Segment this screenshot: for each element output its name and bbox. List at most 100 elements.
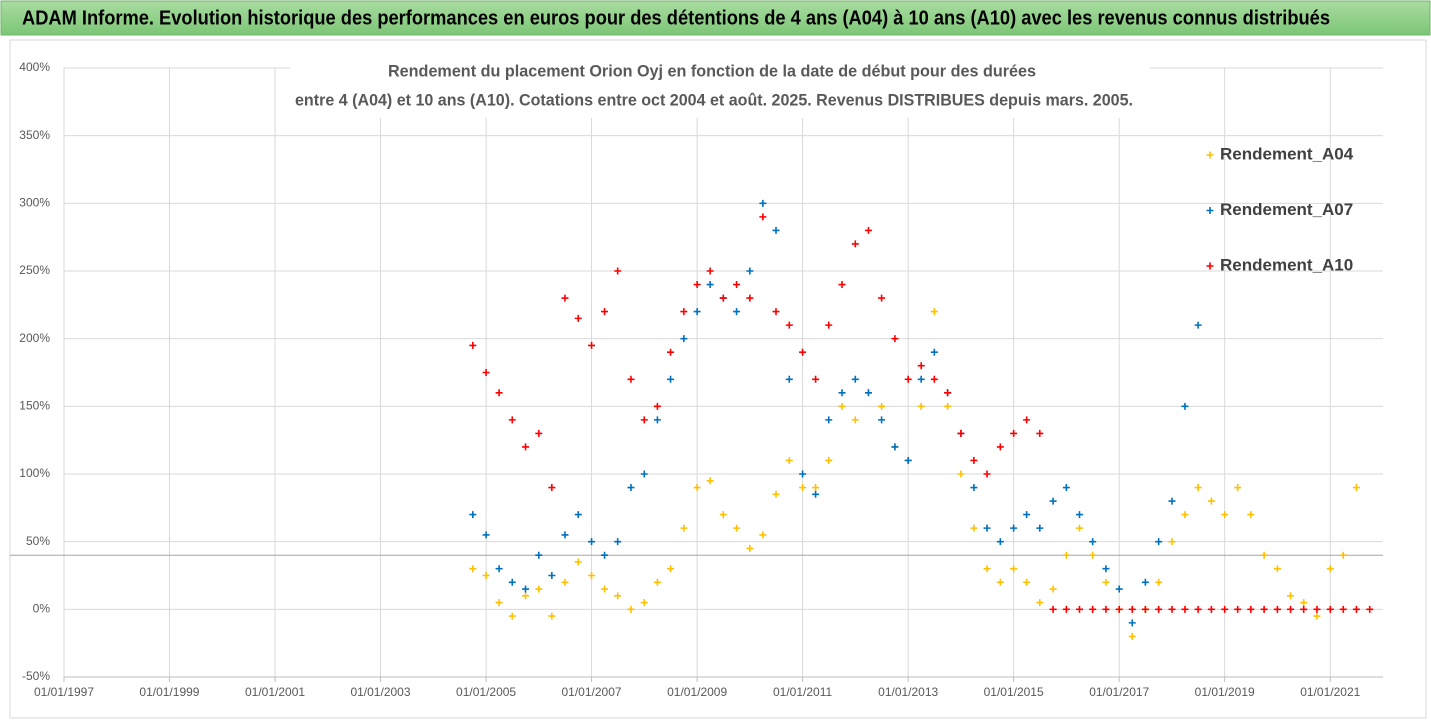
x-tick-label: 01/01/2015 [984, 685, 1044, 699]
data-point [799, 470, 807, 478]
data-point [983, 470, 991, 478]
data-point [970, 484, 978, 492]
data-point [759, 213, 767, 221]
data-point [996, 578, 1004, 586]
header-title: ADAM Informe. Evolution historique des p… [22, 7, 1330, 29]
data-point [627, 484, 635, 492]
x-tick-label: 01/01/1997 [34, 685, 94, 699]
data-point [944, 389, 952, 397]
data-point [1273, 565, 1281, 573]
data-point [1049, 497, 1057, 505]
data-point [1168, 538, 1176, 546]
data-point [1247, 511, 1255, 519]
data-point [614, 592, 622, 600]
data-point [535, 429, 543, 437]
data-point [1194, 484, 1202, 492]
data-point [522, 585, 530, 593]
x-tick-label: 01/01/2013 [878, 685, 938, 699]
data-point [1141, 605, 1149, 613]
y-tick-label: 100% [19, 466, 50, 480]
data-point [904, 375, 912, 383]
data-point [891, 335, 899, 343]
x-tick-label: 01/01/2017 [1089, 685, 1149, 699]
data-point [1352, 484, 1360, 492]
data-point [680, 524, 688, 532]
data-point [469, 565, 477, 573]
data-point [878, 294, 886, 302]
data-point [944, 402, 952, 410]
data-point [680, 335, 688, 343]
data-point [1313, 612, 1321, 620]
data-point [614, 538, 622, 546]
y-tick-label: 200% [19, 331, 50, 345]
data-point [1102, 578, 1110, 586]
data-point [1141, 578, 1149, 586]
data-point [838, 402, 846, 410]
data-point [1366, 605, 1374, 613]
data-point [574, 558, 582, 566]
data-point [719, 294, 727, 302]
data-point [1010, 524, 1018, 532]
data-point [640, 470, 648, 478]
data-point [825, 321, 833, 329]
data-point [1326, 605, 1334, 613]
data-point [1168, 605, 1176, 613]
data-point [706, 477, 714, 485]
data-point [1207, 605, 1215, 613]
data-point [904, 456, 912, 464]
y-tick-label: 350% [19, 128, 50, 142]
data-point [1062, 484, 1070, 492]
data-point [1076, 524, 1083, 532]
data-point [1352, 605, 1360, 613]
chart-title: Rendement du placement Orion Oyj en fonc… [388, 61, 1036, 80]
data-point [1062, 551, 1070, 559]
data-point [878, 416, 886, 424]
y-tick-label: 150% [19, 399, 50, 413]
plot-area: -50% 0% 50% 100% 150% 200% 250% 300% 350% 400% 01/… [10, 60, 1383, 699]
x-tick-label: 01/01/2011 [773, 685, 832, 699]
data-point [851, 416, 859, 424]
data-point [799, 348, 807, 356]
data-point [838, 281, 846, 289]
data-point [1089, 605, 1097, 613]
data-point [825, 416, 833, 424]
x-tick-label: 01/01/1999 [139, 685, 199, 699]
data-point [469, 341, 477, 349]
y-tick-label: 50% [26, 534, 50, 548]
data-point [667, 348, 675, 356]
data-point [1221, 511, 1229, 519]
data-point [1023, 578, 1031, 586]
data-point [522, 592, 530, 600]
data-point [825, 456, 833, 464]
data-point [746, 294, 754, 302]
data-point [627, 375, 635, 383]
data-point [930, 348, 938, 356]
data-point [1260, 605, 1268, 613]
y-tick-label: 300% [19, 196, 50, 210]
data-point [1036, 524, 1044, 532]
x-tick-label: 01/01/2007 [562, 685, 622, 699]
data-point [733, 524, 741, 532]
data-point [495, 565, 503, 573]
legend-label: Rendement_A07 [1220, 200, 1353, 219]
data-point [667, 375, 675, 383]
data-point [1155, 605, 1163, 613]
data-point [693, 281, 701, 289]
data-point [891, 443, 899, 451]
data-point [601, 308, 609, 316]
data-point [1049, 605, 1057, 613]
data-point [601, 551, 609, 559]
legend-label: Rendement_A10 [1220, 255, 1353, 274]
x-tick-label: 01/01/2001 [245, 685, 305, 699]
data-point [508, 612, 516, 620]
data-point [1023, 511, 1031, 519]
data-point [508, 416, 516, 424]
data-point [1207, 497, 1215, 505]
data-point [482, 531, 490, 539]
data-point [1023, 416, 1031, 424]
data-point [693, 308, 701, 316]
data-point [1115, 605, 1123, 613]
data-point [772, 490, 780, 498]
